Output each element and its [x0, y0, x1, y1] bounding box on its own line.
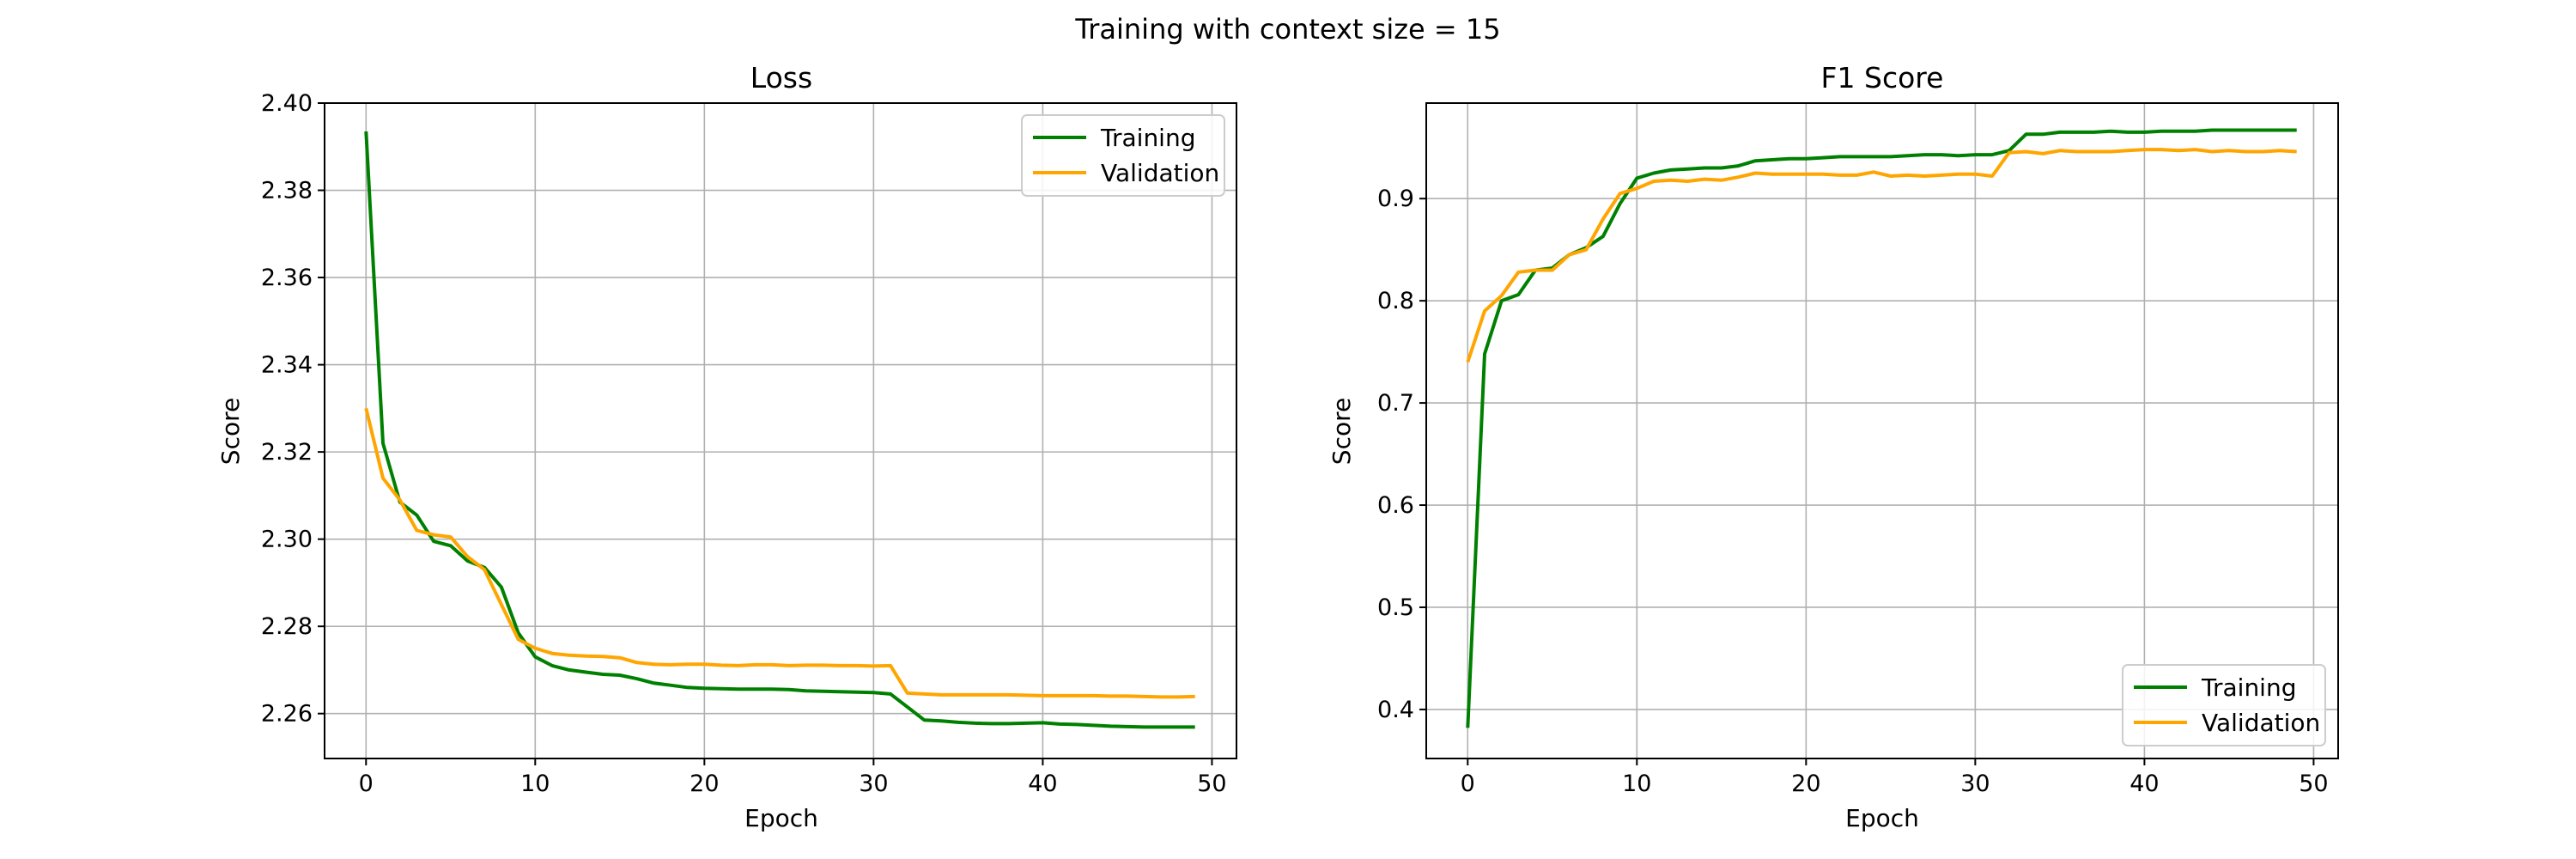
- loss-series-validation-line: [364, 407, 1195, 699]
- f1-lines: [1466, 128, 2297, 728]
- loss-ytick-label: 2.30: [261, 527, 313, 553]
- f1-legend-label-training: Training: [2201, 673, 2296, 702]
- f1-xtick-label: 50: [2299, 771, 2328, 797]
- loss-xtick-label: 40: [1028, 771, 1057, 797]
- loss-grid: [325, 102, 1236, 758]
- loss-xtick-label: 20: [690, 771, 719, 797]
- f1-panel: F1 Score Epoch Score 0 10 20 30 40 50 0.4 0.5 0.…: [1327, 61, 2339, 832]
- f1-ytick-label: 0.8: [1377, 288, 1414, 314]
- f1-ytick-label: 0.4: [1377, 697, 1414, 723]
- loss-legend: Training Validation: [1021, 114, 1225, 197]
- loss-plot-frame: [324, 102, 1237, 759]
- loss-xtick-label: 30: [859, 771, 888, 797]
- f1-ytick-label: 0.7: [1377, 390, 1414, 417]
- f1-ytick-label: 0.5: [1377, 594, 1414, 621]
- loss-ticks: 0 10 20 30 40 50 2.26 2.28 2.30 2.32 2.34 2.36 2.38 2…: [261, 90, 1227, 797]
- figure-suptitle: Training with context size = 15: [1074, 13, 1500, 46]
- loss-lines: [364, 131, 1195, 729]
- loss-panel: Loss Epoch Score 0 10 20 30 40 50 2.26 2.28 2.30…: [216, 61, 1237, 832]
- loss-ytick-label: 2.26: [261, 701, 313, 728]
- f1-ytick-label: 0.6: [1377, 492, 1414, 519]
- f1-legend-box: [2122, 664, 2326, 746]
- loss-panel-xlabel: Epoch: [744, 804, 818, 832]
- f1-ytick-label: 0.9: [1377, 186, 1414, 212]
- loss-legend-label-validation: Validation: [1101, 159, 1219, 187]
- f1-xtick-label: 10: [1622, 771, 1651, 797]
- f1-xtick-label: 30: [1960, 771, 1990, 797]
- f1-series-training-line: [1466, 128, 2297, 728]
- loss-panel-title: Loss: [750, 61, 812, 94]
- loss-legend-box: [1021, 114, 1225, 197]
- loss-ytick-label: 2.32: [261, 439, 313, 466]
- loss-xtick-label: 50: [1197, 771, 1226, 797]
- loss-ytick-label: 2.40: [261, 90, 313, 117]
- loss-series-training-line: [364, 131, 1195, 729]
- f1-panel-ylabel: Score: [1327, 398, 1356, 465]
- loss-ytick-label: 2.38: [261, 178, 313, 204]
- f1-legend: Training Validation: [2122, 664, 2326, 746]
- loss-xtick-label: 10: [520, 771, 550, 797]
- f1-grid: [1426, 103, 2338, 758]
- f1-plot-frame: [1425, 102, 2339, 759]
- f1-xtick-label: 0: [1461, 771, 1475, 797]
- loss-panel-ylabel: Score: [216, 398, 245, 465]
- loss-legend-label-training: Training: [1100, 124, 1195, 152]
- f1-xtick-label: 40: [2129, 771, 2159, 797]
- f1-xtick-label: 20: [1791, 771, 1820, 797]
- loss-ytick-label: 2.34: [261, 352, 313, 379]
- f1-series-validation-line: [1466, 148, 2297, 363]
- loss-xtick-label: 0: [359, 771, 374, 797]
- f1-ticks: 0 10 20 30 40 50 0.4 0.5 0.6 0.7 0.8 0.9: [1377, 186, 2329, 797]
- f1-legend-label-validation: Validation: [2202, 709, 2320, 737]
- loss-ytick-label: 2.28: [261, 613, 313, 640]
- f1-panel-xlabel: Epoch: [1845, 804, 1919, 832]
- f1-panel-title: F1 Score: [1821, 61, 1944, 94]
- loss-ytick-label: 2.36: [261, 265, 313, 291]
